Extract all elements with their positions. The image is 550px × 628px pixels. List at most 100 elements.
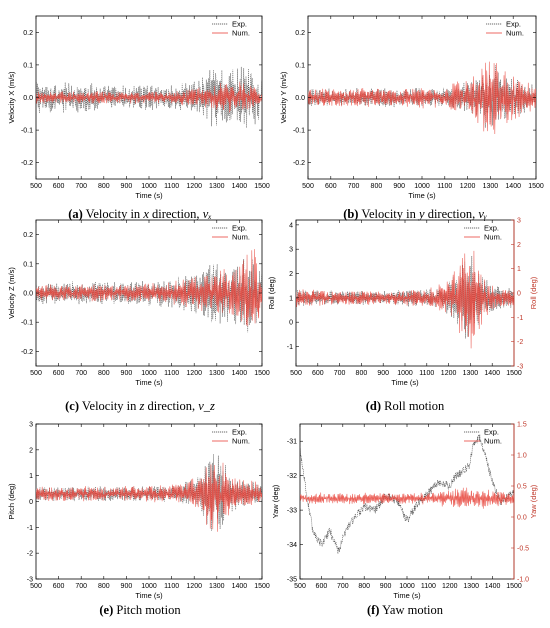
x-tick-label: 1200 [442, 583, 458, 590]
x-tick-label: 1500 [506, 370, 522, 377]
panel-caption: (b) Velocity in y direction, vᵧ [343, 207, 487, 221]
x-tick-label: 1400 [232, 183, 248, 190]
caption-text: Velocity in [83, 207, 144, 221]
x-tick-label: 1200 [186, 583, 202, 590]
x-tick-label: 700 [348, 183, 360, 190]
x-tick-label: 700 [337, 583, 349, 590]
x-tick-label: 900 [380, 583, 392, 590]
panel-caption: (d) Roll motion [366, 399, 445, 413]
x-tick-label: 500 [30, 183, 42, 190]
plot-area [296, 250, 514, 349]
y-tick-label: 0.0 [295, 95, 305, 102]
legend-label: Exp. [232, 20, 247, 29]
legend-label: Num. [232, 437, 250, 446]
y-tick-label-right: 0 [517, 291, 521, 298]
x-tick-label: 800 [98, 370, 110, 377]
x-tick-label: 1100 [164, 583, 179, 590]
y-tick-label: 0.0 [23, 291, 33, 298]
x-axis-label: Time (s) [391, 378, 419, 387]
x-tick-label: 600 [316, 583, 328, 590]
y-tick-label-right: -3 [517, 364, 523, 371]
y-tick-label: -0.2 [293, 160, 305, 167]
x-tick-label: 500 [294, 583, 306, 590]
y-tick-label: -33 [287, 508, 297, 515]
x-tick-label: 1000 [141, 370, 157, 377]
y-tick-label: 0.1 [295, 62, 305, 69]
y-tick-label: -2 [27, 551, 33, 558]
y-tick-label: 0.0 [23, 95, 33, 102]
caption-label: (b) [343, 207, 358, 221]
y-tick-label-right: 1.0 [517, 453, 527, 460]
y-tick-label-right: -2 [517, 339, 523, 346]
x-tick-label: 700 [75, 370, 87, 377]
x-tick-label: 600 [312, 370, 324, 377]
x-tick-label: 1100 [164, 370, 179, 377]
y-tick-label: 1 [29, 473, 33, 480]
y-tick-label: -34 [287, 542, 297, 549]
chart-panel-b: 500 600 700 800 900 1000 1100 1200 1300 1400 1500 T… [279, 15, 544, 221]
y-tick-label: -32 [287, 473, 297, 480]
y-tick-label: -35 [287, 577, 297, 584]
x-tick-label: 600 [53, 583, 65, 590]
caption-variable: y [417, 207, 425, 221]
x-tick-label: 600 [53, 183, 65, 190]
x-axis-label: Time (s) [408, 191, 436, 200]
y-tick-label: 0.1 [23, 261, 33, 268]
x-tick-label: 1400 [485, 583, 501, 590]
y-tick-label: 3 [29, 422, 33, 429]
caption-symbol: vᵧ [478, 207, 487, 221]
x-tick-label: 1400 [505, 183, 521, 190]
plot-area [36, 249, 262, 333]
legend-label: Num. [232, 29, 250, 38]
caption-label: (d) [366, 399, 381, 413]
series-line-num [296, 250, 514, 349]
x-tick-label: 1500 [528, 183, 544, 190]
legend-label: Exp. [506, 20, 521, 29]
caption-text: Velocity in [79, 399, 140, 413]
x-tick-label: 1300 [209, 183, 225, 190]
legend-label: Exp. [232, 224, 247, 233]
y-tick-label: 0 [29, 499, 33, 506]
y-axis-label: Yaw (deg) [271, 484, 280, 518]
panel-caption: (a) Velocity in x direction, vₓ [68, 207, 212, 221]
plot-area [308, 61, 536, 134]
x-tick-label: 600 [325, 183, 337, 190]
y-tick-label: -0.1 [21, 320, 33, 327]
legend-label: Exp. [484, 224, 499, 233]
legend-label: Exp. [232, 428, 247, 437]
x-tick-label: 1000 [141, 183, 157, 190]
series-line-exp [300, 434, 514, 554]
y-tick-label: 0.2 [23, 232, 33, 239]
x-tick-label: 1000 [414, 183, 430, 190]
caption-variable: x [142, 207, 149, 221]
x-tick-label: 500 [30, 583, 42, 590]
y-tick-label-right: 3 [517, 218, 521, 225]
x-tick-label: 1300 [463, 583, 479, 590]
caption-rest: direction, [149, 207, 203, 221]
series-line-num [36, 81, 262, 113]
x-tick-label: 1200 [186, 370, 202, 377]
caption-text: Pitch motion [113, 603, 181, 617]
x-tick-label: 1400 [484, 370, 500, 377]
x-tick-label: 800 [98, 183, 110, 190]
y-tick-label: -0.1 [21, 128, 33, 135]
y-axis-label-right: Roll (deg) [529, 276, 538, 309]
caption-symbol: vₓ [203, 207, 212, 221]
x-tick-label: 1500 [254, 583, 270, 590]
y-tick-label-right: -1.0 [517, 577, 529, 584]
x-tick-label: 1000 [141, 583, 157, 590]
x-tick-label: 600 [53, 370, 65, 377]
y-tick-label-right: -1 [517, 315, 523, 322]
y-axis-label: Velocity Z (m/s) [7, 267, 16, 319]
y-axis-label: Pitch (deg) [7, 483, 16, 520]
x-tick-label: 500 [290, 370, 302, 377]
legend-label: Num. [506, 29, 524, 38]
y-tick-label: 4 [289, 222, 293, 229]
x-tick-label: 900 [377, 370, 389, 377]
panel-caption: (e) Pitch motion [99, 603, 181, 617]
caption-label: (e) [99, 603, 113, 617]
x-tick-label: 1000 [399, 583, 415, 590]
y-tick-label: 2 [29, 447, 33, 454]
chart-panel-f: 500 600 700 800 900 1000 1100 1200 1300 1400 1500 T… [271, 422, 538, 618]
